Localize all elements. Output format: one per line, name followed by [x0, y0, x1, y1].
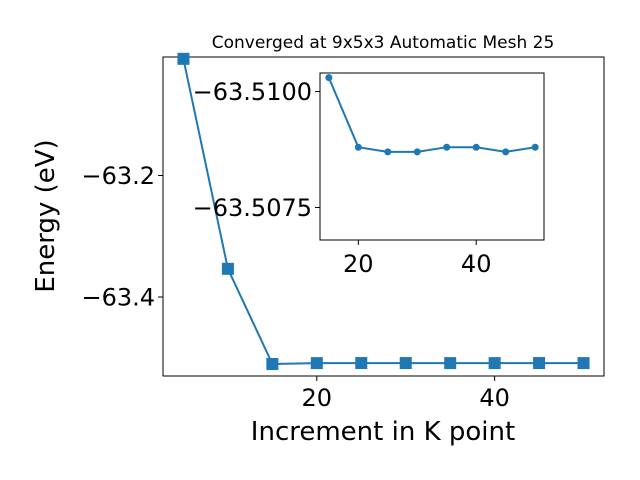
inset-series — [325, 74, 539, 156]
inset-y-tick-label: −63.5100 — [193, 78, 312, 106]
main-data-point — [310, 357, 323, 370]
main-series — [177, 52, 590, 371]
inset-data-point — [472, 143, 480, 151]
inset-data-point — [354, 143, 362, 151]
main-x-tick-label: 20 — [302, 384, 333, 412]
y-axis-label: Energy (eV) — [31, 139, 61, 292]
inset-data-point — [443, 143, 451, 151]
main-data-point — [221, 262, 234, 275]
main-data-point — [577, 357, 590, 370]
main-data-point — [266, 358, 279, 371]
inset-x-tick-label: 40 — [461, 250, 492, 278]
main-data-point — [399, 357, 412, 370]
main-data-point — [355, 357, 368, 370]
inset-data-point — [413, 148, 421, 156]
main-data-point — [533, 357, 546, 370]
main-x-tick-label: 40 — [479, 384, 510, 412]
main-data-point — [177, 52, 190, 65]
inset-y-tick-label: −63.5075 — [193, 194, 312, 222]
main-data-point — [488, 357, 501, 370]
main-ticks: 20 40 −63.2 −63.4 — [81, 162, 509, 412]
inset-ticks: 20 40 −63.5100 −63.5075 — [193, 78, 492, 278]
inset-series-line — [327, 77, 536, 153]
x-axis-label: Increment in K point — [251, 417, 515, 447]
inset-data-point — [384, 148, 392, 156]
inset-x-tick-label: 20 — [343, 250, 374, 278]
main-y-tick-label: −63.4 — [81, 284, 155, 312]
chart-title: Converged at 9x5x3 Automatic Mesh 25 — [212, 33, 555, 53]
inset-data-point — [325, 74, 333, 82]
inset-plot-frame — [319, 72, 545, 241]
inset-data-point — [531, 143, 539, 151]
main-plot-frame — [162, 56, 605, 377]
main-series-line — [182, 58, 584, 366]
main-data-point — [444, 357, 457, 370]
inset-data-point — [502, 148, 510, 156]
main-y-tick-label: −63.2 — [81, 162, 155, 190]
